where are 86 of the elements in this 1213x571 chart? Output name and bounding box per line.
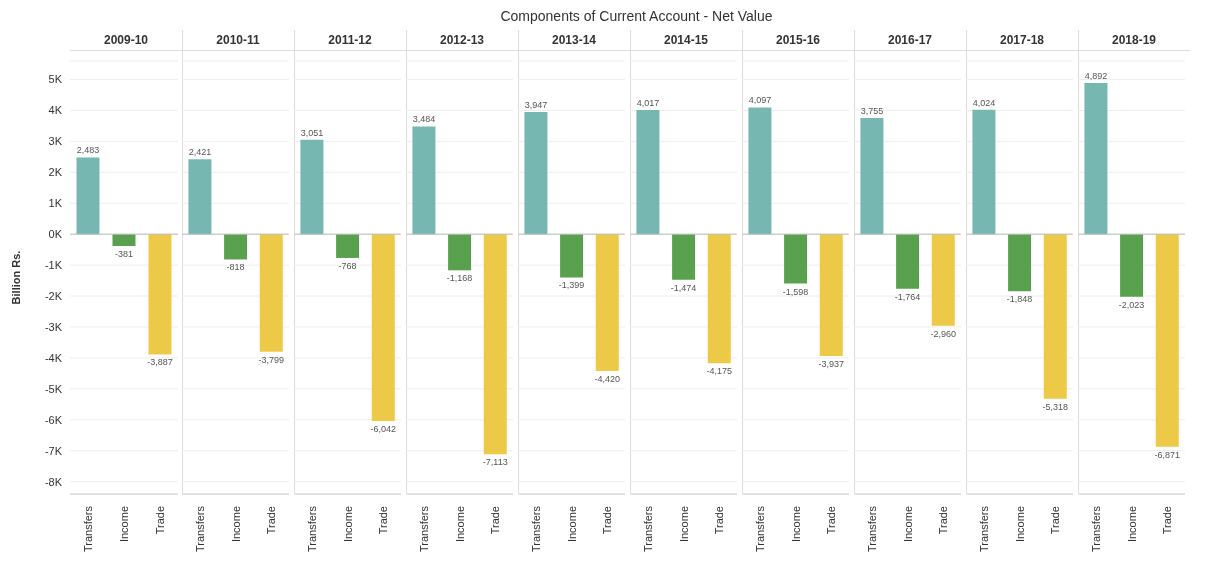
chart-title: 2018-19 bbox=[1078, 30, 1190, 51]
x-tick-label: Transfers bbox=[1089, 505, 1102, 553]
x-tick-label: Trade bbox=[713, 506, 726, 535]
data-label: -1,399 bbox=[558, 280, 585, 291]
data-label: 2,421 bbox=[188, 147, 212, 158]
y-tick-label: 4K bbox=[48, 104, 63, 117]
chart-title: 2010-11 bbox=[182, 30, 294, 51]
data-label: -1,598 bbox=[782, 286, 809, 297]
x-tick-label: Income bbox=[565, 506, 578, 543]
chart-title: 2013-14 bbox=[518, 30, 630, 51]
data-label: 4,097 bbox=[748, 95, 772, 106]
x-tick-label: Income bbox=[453, 506, 466, 543]
data-label: 3,484 bbox=[412, 114, 436, 125]
data-label: -3,937 bbox=[818, 358, 845, 369]
data-label: -3,799 bbox=[258, 354, 285, 365]
y-tick-label: -5K bbox=[44, 382, 63, 395]
data-label: 3,755 bbox=[860, 106, 884, 117]
x-tick-label: Transfers bbox=[305, 505, 318, 553]
x-tick-label: Trade bbox=[1049, 506, 1062, 535]
chart-title: 2014-15 bbox=[630, 30, 742, 51]
x-tick-label: Trade bbox=[601, 506, 614, 535]
data-label: -7,113 bbox=[482, 457, 508, 468]
x-tick-label: Income bbox=[1013, 506, 1026, 543]
x-tick-label: Trade bbox=[937, 506, 950, 535]
x-tick-label: Trade bbox=[154, 506, 166, 535]
data-label: 4,017 bbox=[636, 97, 660, 108]
data-label: -1,764 bbox=[894, 291, 921, 302]
data-label: -2,023 bbox=[1118, 299, 1145, 310]
y-tick-label: 0K bbox=[48, 228, 63, 241]
data-label: -768 bbox=[338, 260, 357, 271]
data-label: -1,848 bbox=[1006, 294, 1033, 305]
x-tick-label: Income bbox=[677, 506, 690, 543]
chart-title: 2011-12 bbox=[294, 30, 406, 51]
data-label: -6,042 bbox=[370, 424, 397, 435]
y-tick-label: -4K bbox=[44, 351, 63, 364]
data-label: -4,420 bbox=[594, 373, 621, 384]
data-label: -2,960 bbox=[930, 328, 957, 339]
y-tick-label: -7K bbox=[44, 444, 63, 457]
x-tick-label: Trade bbox=[489, 506, 502, 535]
x-tick-label: Transfers bbox=[417, 505, 430, 553]
y-tick-label: -3K bbox=[44, 320, 63, 333]
data-label: -381 bbox=[114, 248, 133, 259]
y-tick-label: 2K bbox=[48, 166, 63, 179]
data-label: 2,483 bbox=[76, 145, 100, 156]
data-label: -5,318 bbox=[1042, 401, 1069, 412]
y-axis-title: Billion Rs. bbox=[9, 250, 22, 305]
x-tick-label: Transfers bbox=[82, 505, 94, 553]
y-tick-label: 1K bbox=[48, 197, 63, 210]
chart-title: 2017-18 bbox=[966, 30, 1078, 51]
data-label: 3,947 bbox=[524, 100, 548, 111]
chart-title: 2016-17 bbox=[854, 30, 966, 51]
x-tick-label: Trade bbox=[825, 506, 838, 535]
x-tick-label: Transfers bbox=[977, 505, 990, 553]
x-tick-label: Transfers bbox=[641, 505, 654, 553]
y-tick-label: -8K bbox=[44, 475, 63, 488]
data-label: 4,024 bbox=[972, 97, 996, 108]
x-tick-label: Transfers bbox=[193, 505, 206, 553]
y-tick-label: -1K bbox=[44, 259, 63, 272]
data-label: 4,892 bbox=[1084, 70, 1108, 81]
x-tick-label: Income bbox=[118, 506, 130, 543]
y-tick-label: -6K bbox=[44, 413, 63, 426]
x-tick-label: Income bbox=[229, 506, 242, 543]
data-label: 3,051 bbox=[300, 127, 324, 138]
data-label: -3,887 bbox=[147, 357, 173, 368]
x-tick-label: Income bbox=[789, 506, 802, 543]
x-tick-label: Transfers bbox=[529, 505, 542, 553]
x-tick-label: Trade bbox=[377, 506, 390, 535]
data-label: -1,474 bbox=[670, 282, 697, 293]
chart-title: 2012-13 bbox=[406, 30, 518, 51]
x-tick-label: Income bbox=[341, 506, 354, 543]
y-tick-label: -2K bbox=[44, 289, 63, 302]
x-tick-label: Trade bbox=[1161, 506, 1174, 535]
x-tick-label: Transfers bbox=[865, 505, 878, 553]
x-tick-label: Trade bbox=[265, 506, 278, 535]
data-label: -1,168 bbox=[446, 273, 473, 284]
y-tick-label: 3K bbox=[48, 135, 63, 148]
x-tick-label: Income bbox=[1125, 506, 1138, 543]
data-label: -818 bbox=[226, 262, 245, 273]
x-tick-label: Income bbox=[901, 506, 914, 543]
chart-title: 2015-16 bbox=[742, 30, 854, 51]
data-label: -4,175 bbox=[706, 366, 733, 377]
text: Components of Current Account - Net Value bbox=[500, 8, 773, 24]
x-tick-label: Transfers bbox=[753, 505, 766, 553]
y-tick-label: 5K bbox=[48, 73, 63, 86]
chart-title: 2009-10 bbox=[70, 30, 182, 51]
data-label: -6,871 bbox=[1154, 449, 1181, 460]
